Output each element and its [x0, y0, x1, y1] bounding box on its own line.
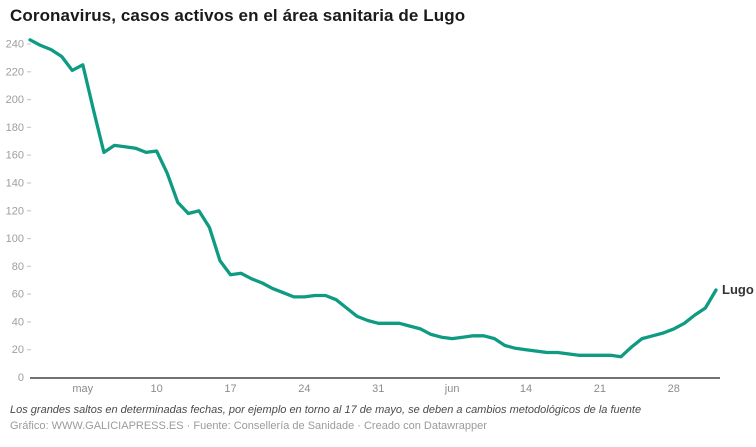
y-axis-label: 80	[12, 261, 24, 273]
y-axis-label: 100	[6, 233, 24, 245]
x-axis-label: 10	[151, 383, 163, 395]
y-axis-label: 220	[6, 66, 24, 78]
y-axis-label: 60	[12, 289, 24, 301]
y-axis-label: 160	[6, 150, 24, 162]
y-axis-label: 240	[6, 39, 24, 51]
chart-credits: Gráfico: WWW.GALICIAPRESS.ES · Fuente: C…	[10, 420, 487, 432]
y-axis-label: 180	[6, 122, 24, 134]
y-axis-label: 20	[12, 344, 24, 356]
series-line-lugo	[28, 38, 718, 359]
y-axis-label: 140	[6, 177, 24, 189]
x-axis-label: jun	[444, 383, 460, 395]
x-axis-label: 17	[224, 383, 236, 395]
y-axis-label: 0	[18, 372, 24, 384]
x-axis-label: 21	[594, 383, 606, 395]
series-label-lugo: Lugo	[722, 282, 754, 297]
chart-title: Coronavirus, casos activos en el área sa…	[10, 6, 466, 25]
x-axis-label: 31	[372, 383, 384, 395]
y-axis-label: 200	[6, 94, 24, 106]
x-axis-label: 14	[520, 383, 532, 395]
y-axis-label: 120	[6, 205, 24, 217]
x-axis-label: 24	[298, 383, 310, 395]
y-axis-label: 40	[12, 316, 24, 328]
x-axis-label: 28	[668, 383, 680, 395]
chart-footnote: Los grandes saltos en determinadas fecha…	[10, 404, 642, 416]
x-axis-label: may	[72, 383, 93, 395]
